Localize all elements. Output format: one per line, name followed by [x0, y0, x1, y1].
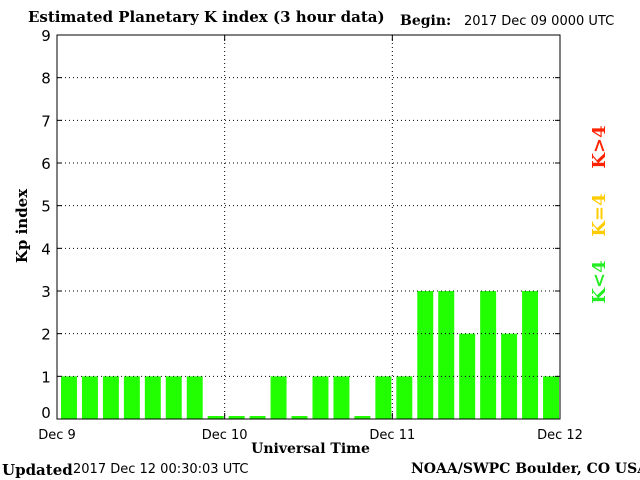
y-tick-label: 8 — [41, 70, 51, 88]
y-tick-label: 1 — [41, 368, 51, 386]
bar — [459, 333, 476, 419]
bar — [61, 376, 77, 419]
bar — [354, 416, 371, 419]
bar — [228, 416, 245, 419]
bar — [333, 376, 350, 419]
x-tick-label: Dec 12 — [537, 428, 583, 443]
bar — [543, 376, 559, 419]
bar — [81, 376, 98, 419]
bar — [144, 376, 161, 419]
y-tick-label: 6 — [41, 155, 51, 173]
y-tick-label: 5 — [41, 198, 51, 216]
bar — [123, 376, 140, 419]
bar — [522, 291, 539, 419]
y-tick-label: 4 — [41, 240, 51, 258]
updated-value: 2017 Dec 12 00:30:03 UTC — [73, 462, 249, 477]
y-tick-label: 7 — [41, 112, 51, 130]
bar — [186, 376, 203, 419]
x-tick-label: Dec 11 — [369, 428, 415, 443]
bar — [375, 376, 392, 419]
bar — [207, 416, 224, 419]
begin-label: Begin: — [400, 13, 452, 29]
bar — [417, 291, 434, 419]
updated-label: Updated — [2, 461, 73, 479]
plot-frame — [56, 34, 561, 420]
y-axis-label: Kp index — [13, 188, 31, 263]
y-tick-label: 0 — [41, 404, 51, 422]
x-axis-label: Universal Time — [251, 441, 370, 457]
begin-value: 2017 Dec 09 0000 UTC — [464, 14, 615, 29]
y-tick-label: 9 — [41, 27, 51, 45]
bar — [480, 291, 497, 419]
bar — [438, 291, 455, 419]
bar — [291, 416, 308, 419]
x-tick-label: Dec 9 — [38, 428, 76, 443]
y-tick-label: 2 — [41, 326, 51, 344]
chart-title: Estimated Planetary K index (3 hour data… — [28, 8, 385, 26]
bar — [102, 376, 119, 419]
bar — [165, 376, 182, 419]
legend-k-less-4: K<4 — [589, 260, 610, 304]
x-tick-label: Dec 10 — [202, 428, 248, 443]
credit-text: NOAA/SWPC Boulder, CO USA — [411, 461, 640, 477]
bar — [312, 376, 329, 419]
bar — [396, 376, 413, 419]
bar — [249, 416, 266, 419]
y-tick-label: 3 — [41, 283, 51, 301]
bar — [270, 376, 287, 419]
